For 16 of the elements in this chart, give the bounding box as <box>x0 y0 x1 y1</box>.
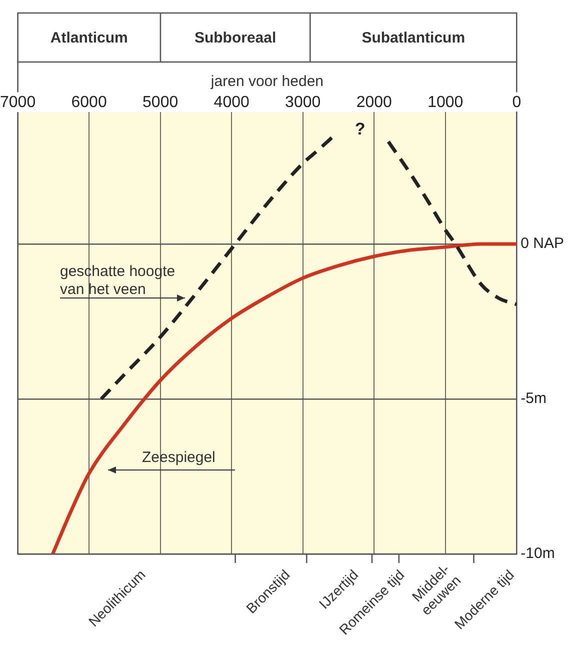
annotation: ? <box>354 120 366 139</box>
x-axis-title: jaren voor heden <box>210 73 324 90</box>
x-tick-label: 0 <box>512 94 522 112</box>
x-tick-label: 1000 <box>428 94 464 112</box>
text: Atlanticum <box>50 30 128 47</box>
y-tick-label: -5m <box>520 390 546 408</box>
x-tick-label: 2000 <box>356 94 392 112</box>
x-tick-label: 3000 <box>285 94 321 112</box>
x-tick-label: 5000 <box>142 94 178 112</box>
y-tick-label: 0 NAP <box>520 235 564 252</box>
x-tick-label: 4000 <box>214 94 250 112</box>
text: Subatlanticum <box>362 30 466 47</box>
text: Subboreaal <box>194 30 276 47</box>
y-tick-label: -10m <box>520 545 555 562</box>
x-tick-label: 7000 <box>0 94 36 112</box>
x-tick-label: 6000 <box>71 94 107 112</box>
